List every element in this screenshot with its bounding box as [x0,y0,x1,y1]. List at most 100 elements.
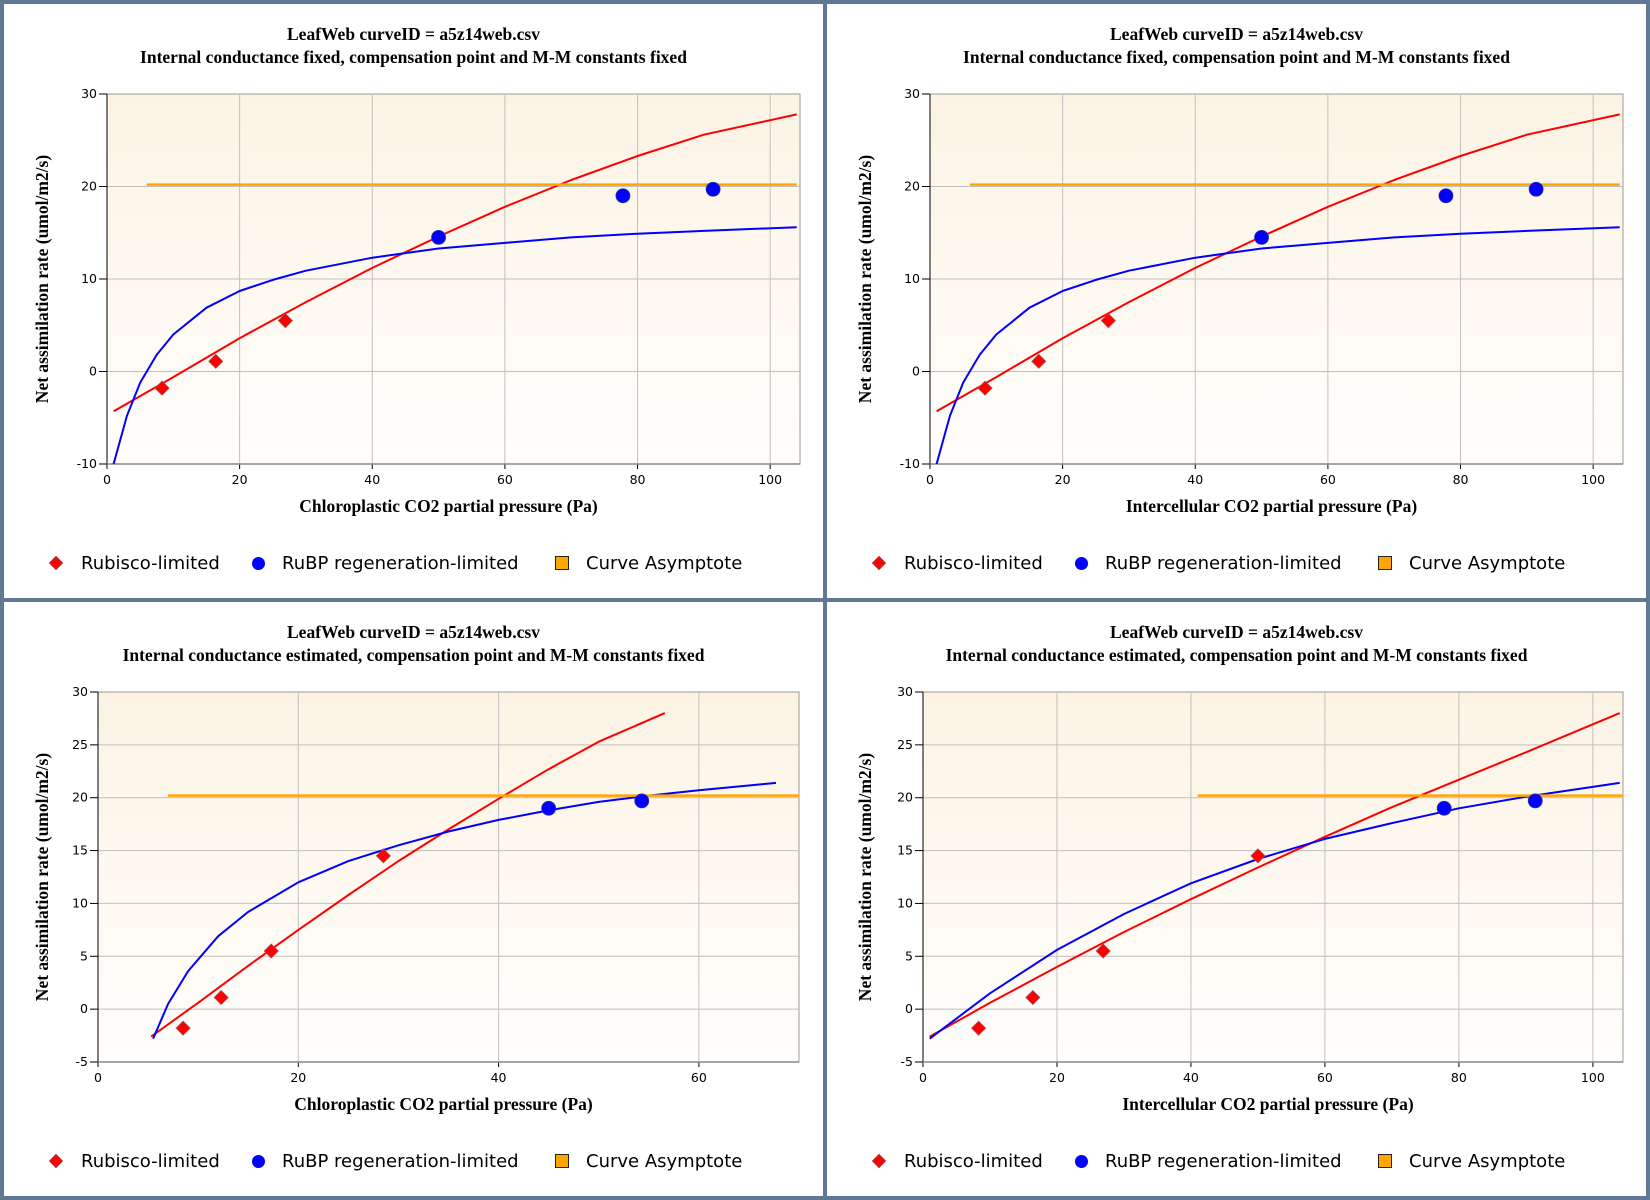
rubisco-fit-line [929,712,1621,1038]
legend-label: Curve Asymptote [586,1150,743,1172]
x-tick-label: 20 [232,472,248,487]
rubp-point [705,181,721,197]
y-tick-label: 25 [897,737,913,752]
y-tick-label: 5 [905,948,913,963]
legend-label: Curve Asymptote [586,552,743,574]
x-axis-title: Intercellular CO2 partial pressure (Pa) [1122,1094,1413,1114]
y-tick-label: 20 [897,790,913,805]
chart-svg: 0 20 40 60 80 100 -10 0 10 20 30 Chloroplastic CO2 … [32,86,801,516]
y-tick-label: 20 [81,179,97,194]
x-tick-label: 100 [1581,1070,1605,1085]
legend-item-rubp[interactable]: RuBP regeneration-limited [252,1149,519,1173]
chart-panel-1: LeafWeb curveID = a5z14web.csv Internal … [4,4,823,598]
x-axis-title: Intercellular CO2 partial pressure (Pa) [1126,496,1417,516]
x-tick-label: 40 [364,472,380,487]
chart-title: LeafWeb curveID = a5z14web.csv [1110,24,1363,44]
x-tick-label: 0 [919,1070,927,1085]
legend-item-asymptote[interactable]: Curve Asymptote [1378,551,1565,575]
chart-subtitle: Internal conductance estimated, compensa… [122,645,705,665]
rubisco-point [1025,989,1041,1006]
legend-label: RuBP regeneration-limited [1105,552,1342,574]
rubisco-point [175,1020,191,1036]
rubisco-point [971,1020,987,1036]
y-tick-label: 10 [81,271,97,286]
rubisco-point [208,353,224,369]
x-tick-label: 60 [691,1070,707,1085]
x-tick-label: 60 [497,472,513,487]
rubisco-point [977,380,993,396]
x-tick-label: 20 [1055,472,1071,487]
legend-item-rubisco[interactable]: Rubisco-limited [48,1149,220,1173]
y-tick-label: 20 [72,790,88,805]
rubp-point [1436,800,1452,816]
legend-item-asymptote[interactable]: Curve Asymptote [555,1149,742,1173]
plot-area [97,691,800,1063]
y-axis-title: Net assimilation rate (umol/m2/s) [855,753,875,1002]
y-tick-label: 10 [897,895,913,910]
y-tick-label: 30 [72,684,88,699]
square-icon [1378,556,1392,570]
chart-svg: 0 20 40 60 80 100 -5 0 5 10 15 20 25 30 Intercellular … [855,684,1624,1114]
rubisco-point [1250,848,1266,864]
y-tick-label: -5 [901,1054,913,1069]
chart-panel-2: LeafWeb curveID = a5z14web.csv Internal … [827,4,1646,598]
rubisco-point [375,848,391,864]
diamond-icon [871,555,887,571]
rubp-point [1528,181,1544,197]
rubp-fit-line [935,226,1620,465]
x-tick-label: 100 [758,472,782,487]
y-tick-label: 0 [905,1001,913,1016]
rubisco-point [277,313,293,329]
diamond-icon [48,1153,64,1169]
legend-item-rubp[interactable]: RuBP regeneration-limited [1075,1149,1342,1173]
rubisco-fit-line [150,712,666,1038]
legend-label: Rubisco-limited [81,1150,220,1172]
legend-label: Rubisco-limited [81,552,220,574]
x-axis-title: Chloroplastic CO2 partial pressure (Pa) [299,496,598,516]
legend-item-asymptote[interactable]: Curve Asymptote [555,551,742,575]
y-tick-label: 30 [904,86,920,101]
legend-label: RuBP regeneration-limited [1105,1150,1342,1172]
y-tick-label: 5 [80,948,88,963]
legend-label: Curve Asymptote [1409,552,1566,574]
chart-title: LeafWeb curveID = a5z14web.csv [287,24,540,44]
y-tick-label: 25 [72,737,88,752]
legend-label: Rubisco-limited [904,552,1043,574]
y-tick-label: 0 [912,364,920,379]
legend-item-asymptote[interactable]: Curve Asymptote [1378,1149,1565,1173]
y-tick-label: 15 [897,843,913,858]
chart-panel-4: LeafWeb curveID = a5z14web.csv Internal … [827,602,1646,1196]
x-tick-label: 60 [1317,1070,1333,1085]
legend-label: RuBP regeneration-limited [282,1150,519,1172]
plot-area [922,691,1624,1063]
chart-title: LeafWeb curveID = a5z14web.csv [287,622,540,642]
rubp-point [615,188,631,204]
y-tick-label: 10 [904,271,920,286]
y-axis-title: Net assimilation rate (umol/m2/s) [32,155,52,404]
rubp-point [1438,188,1454,204]
x-tick-label: 60 [1320,472,1336,487]
y-tick-label: 30 [81,86,97,101]
rubisco-point [1095,943,1111,959]
x-tick-label: 100 [1581,472,1605,487]
legend-item-rubisco[interactable]: Rubisco-limited [871,1149,1043,1173]
y-tick-label: 15 [72,843,88,858]
legend-item-rubisco[interactable]: Rubisco-limited [871,551,1043,575]
y-tick-label: 0 [80,1001,88,1016]
legend-item-rubp[interactable]: RuBP regeneration-limited [1075,551,1342,575]
x-tick-label: 0 [926,472,934,487]
x-axis-title: Chloroplastic CO2 partial pressure (Pa) [294,1094,593,1114]
legend-item-rubisco[interactable]: Rubisco-limited [48,551,220,575]
rubp-point [1527,793,1543,809]
y-axis-title: Net assimilation rate (umol/m2/s) [855,155,875,404]
chart-subtitle: Internal conductance fixed, compensation… [963,47,1510,67]
circle-icon [1075,556,1088,570]
x-tick-label: 40 [491,1070,507,1085]
square-icon [555,556,569,570]
legend-item-rubp[interactable]: RuBP regeneration-limited [252,551,519,575]
x-tick-label: 80 [630,472,646,487]
y-tick-label: -5 [76,1054,88,1069]
legend: Rubisco-limited RuBP regeneration-limite… [4,1149,823,1173]
y-tick-label: 30 [897,684,913,699]
rubp-point [541,800,557,816]
